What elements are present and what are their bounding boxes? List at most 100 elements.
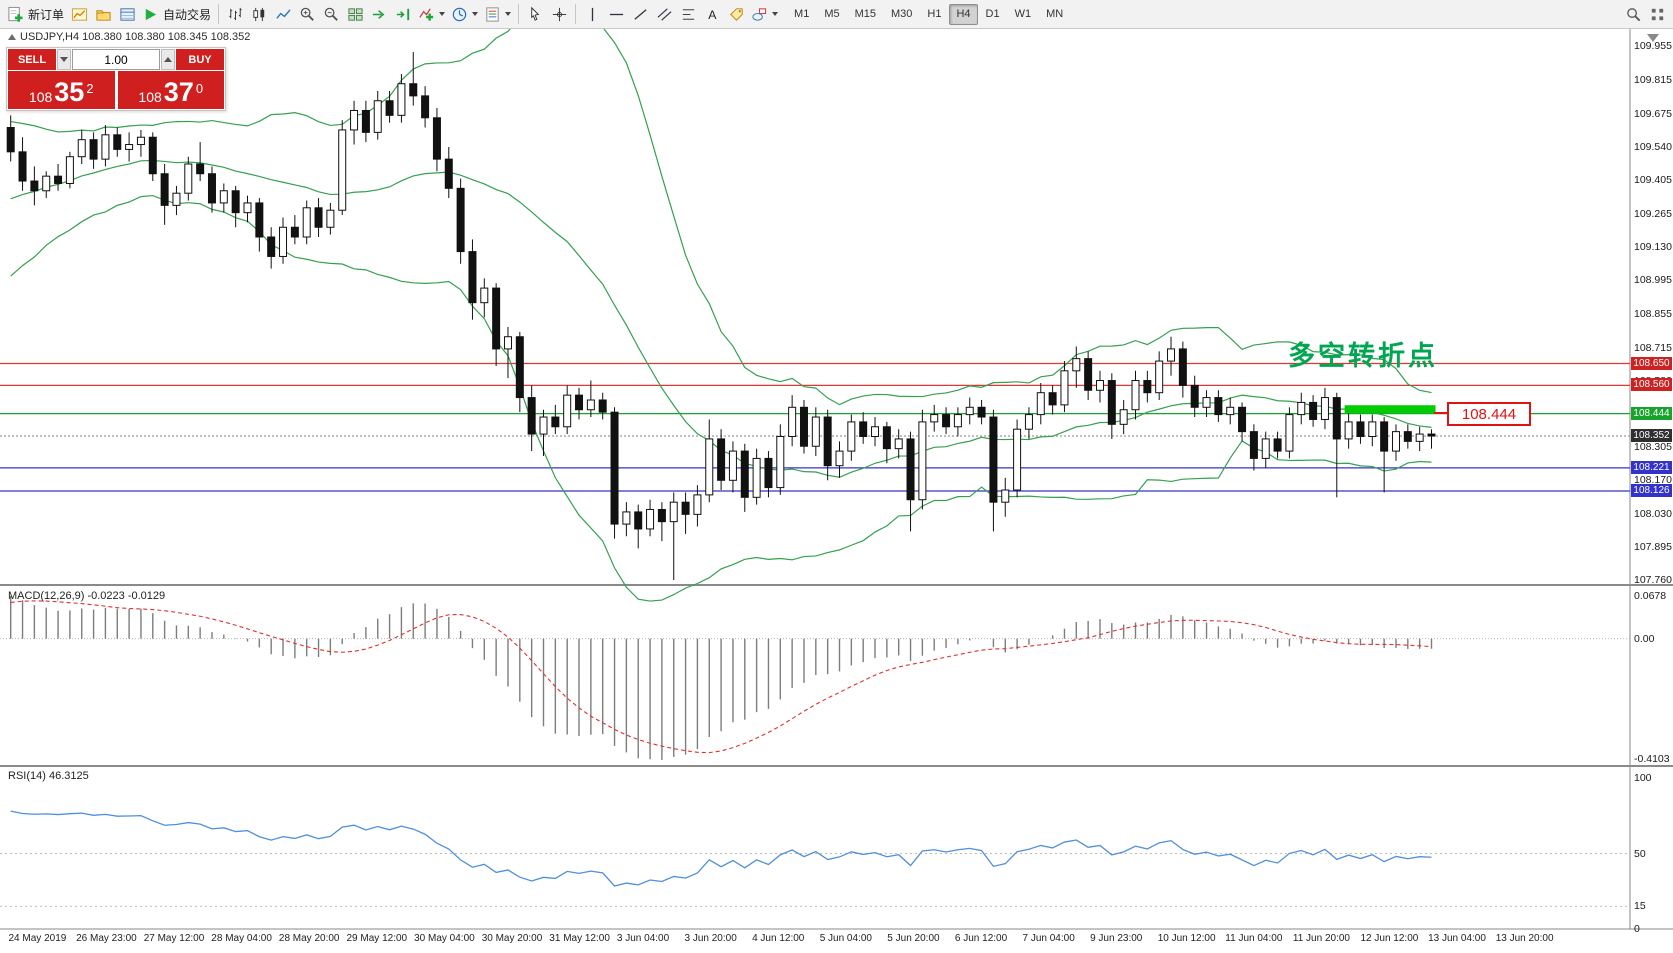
time-axis-label: 11 Jun 04:00 xyxy=(1225,933,1283,944)
timeframe-m1[interactable]: M1 xyxy=(787,4,816,25)
chevron-down-icon xyxy=(772,12,779,16)
timeframe-group: M1 M5 M15 M30 H1 H4 D1 W1 MN xyxy=(787,3,1070,25)
grid-menu-icon xyxy=(1651,8,1663,20)
chevron-down-icon xyxy=(505,12,512,16)
cursor-button[interactable] xyxy=(523,3,547,26)
tile-windows-button[interactable] xyxy=(343,3,367,26)
sell-price-big: 35 xyxy=(54,77,85,107)
data-window-icon xyxy=(119,7,135,21)
time-axis-label: 31 May 12:00 xyxy=(549,933,610,944)
templates-button[interactable] xyxy=(481,3,514,26)
fibonacci-button[interactable] xyxy=(676,3,700,26)
price-level-badge: 108.560 xyxy=(1631,378,1672,392)
timeframe-m5[interactable]: M5 xyxy=(817,4,846,25)
price-callout[interactable]: 108.444 xyxy=(1447,402,1531,426)
buy-button[interactable]: BUY xyxy=(176,49,224,70)
sell-price-pip: 2 xyxy=(86,81,94,96)
autotrading-button[interactable]: 自动交易 xyxy=(139,3,214,26)
price-level-badge: 108.126 xyxy=(1631,483,1672,497)
timeframe-m30[interactable]: M30 xyxy=(884,4,919,25)
channel-icon xyxy=(657,7,672,21)
timeframe-h4[interactable]: H4 xyxy=(949,3,978,25)
time-axis-label: 5 Jun 20:00 xyxy=(887,933,940,944)
cursor-icon xyxy=(530,6,539,21)
auto-scroll-button[interactable] xyxy=(367,3,391,26)
zoom-in-button[interactable] xyxy=(295,3,319,26)
toolbar-separator xyxy=(518,4,520,24)
chevron-down-icon xyxy=(439,12,446,16)
data-window-button[interactable] xyxy=(115,3,139,26)
time-axis-label: 28 May 04:00 xyxy=(211,933,272,944)
timeframe-w1[interactable]: W1 xyxy=(1008,4,1039,25)
time-axis-label: 24 May 2019 xyxy=(8,933,67,944)
search-button[interactable] xyxy=(1621,3,1645,26)
one-click-panel-toggle-icon[interactable] xyxy=(8,34,16,40)
bar-chart-type-button[interactable] xyxy=(223,3,247,26)
timeframe-h1[interactable]: H1 xyxy=(920,4,948,25)
price-axis-label: 107.760 xyxy=(1634,574,1672,587)
timeframe-m15[interactable]: M15 xyxy=(848,4,883,25)
chart-shift-button[interactable] xyxy=(391,3,415,26)
macd-axis-label: -0.4103 xyxy=(1634,753,1670,765)
vertical-line-button[interactable] xyxy=(580,3,604,26)
label-button[interactable] xyxy=(724,3,748,26)
search-icon xyxy=(1626,7,1640,21)
sell-button[interactable]: SELL xyxy=(8,49,56,70)
annotation-text: 多空转折点 xyxy=(1288,341,1438,371)
shapes-button[interactable] xyxy=(748,3,781,26)
zoom-in-icon xyxy=(300,7,314,21)
profiles-button[interactable] xyxy=(91,3,115,26)
volume-decrease-button[interactable] xyxy=(57,49,71,70)
buy-price-button[interactable]: 108 37 0 xyxy=(117,71,224,109)
trendline-button[interactable] xyxy=(628,3,652,26)
label-tag-icon xyxy=(729,7,743,21)
channel-button[interactable] xyxy=(652,3,676,26)
time-axis-label: 7 Jun 04:00 xyxy=(1022,933,1075,944)
one-click-trading-panel: SELL BUY 108 35 2 108 37 xyxy=(6,47,226,111)
time-axis-label: 29 May 12:00 xyxy=(346,933,408,944)
rsi-indicator-label: RSI(14) 46.3125 xyxy=(8,770,89,782)
quick-access-button[interactable] xyxy=(1645,3,1669,26)
sell-price-button[interactable]: 108 35 2 xyxy=(8,71,115,109)
svg-text:A: A xyxy=(708,7,717,21)
new-chart-button[interactable] xyxy=(67,3,91,26)
rsi-axis-label: 100 xyxy=(1634,772,1652,784)
candle-chart-type-button[interactable] xyxy=(247,3,271,26)
new-chart-icon xyxy=(71,7,87,21)
text-button[interactable]: A xyxy=(700,3,724,26)
main-toolbar: 新订单 自动交易 xyxy=(0,0,1673,29)
price-axis-label: 107.895 xyxy=(1634,541,1672,554)
indicators-button[interactable] xyxy=(415,3,448,26)
text-icon: A xyxy=(708,7,717,21)
price-axis-label: 108.715 xyxy=(1634,341,1672,354)
auto-scroll-icon xyxy=(372,9,385,19)
new-order-icon xyxy=(8,6,23,22)
volume-increase-button[interactable] xyxy=(161,49,175,70)
crosshair-button[interactable] xyxy=(547,3,571,26)
timeframe-mn[interactable]: MN xyxy=(1039,4,1070,25)
horizontal-line-button[interactable] xyxy=(604,3,628,26)
new-order-button[interactable]: 新订单 xyxy=(4,3,67,26)
zoom-out-button[interactable] xyxy=(319,3,343,26)
price-axis-label: 108.305 xyxy=(1634,441,1672,454)
templates-icon xyxy=(486,6,499,22)
volume-input[interactable] xyxy=(72,49,160,70)
price-axis-label: 108.855 xyxy=(1634,307,1672,320)
price-axis-label: 109.405 xyxy=(1634,173,1672,186)
sell-price-handle: 108 xyxy=(28,89,53,105)
periods-button[interactable] xyxy=(448,3,481,26)
crosshair-icon xyxy=(552,7,566,21)
line-chart-type-button[interactable] xyxy=(271,3,295,26)
buy-price-handle: 108 xyxy=(138,89,162,105)
rsi-axis-label: 15 xyxy=(1634,900,1646,913)
rsi-axis-label: 50 xyxy=(1634,847,1646,860)
quote-line: USDJPY,H4 108.380 108.380 108.345 108.35… xyxy=(8,31,250,43)
price-axis-label: 109.130 xyxy=(1634,240,1672,253)
timeframe-d1[interactable]: D1 xyxy=(979,4,1007,25)
rsi-axis-label: 0 xyxy=(1634,923,1640,935)
price-level-badge: 108.352 xyxy=(1631,429,1672,442)
time-axis-label: 26 May 23:00 xyxy=(76,933,137,944)
